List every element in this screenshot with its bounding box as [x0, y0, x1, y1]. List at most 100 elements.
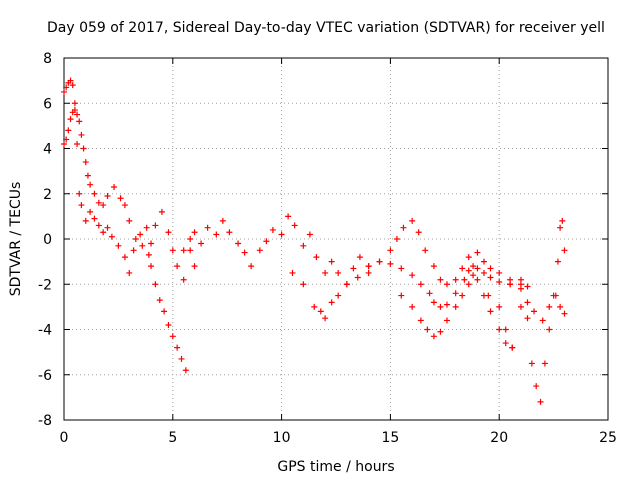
data-point	[121, 254, 128, 261]
data-point	[465, 254, 472, 261]
data-point	[430, 299, 437, 306]
data-point	[328, 258, 335, 265]
data-point	[443, 301, 450, 308]
data-point	[496, 269, 503, 276]
data-point	[180, 247, 187, 254]
data-point	[437, 303, 444, 310]
data-point	[174, 344, 181, 351]
x-tick-label: 25	[599, 430, 617, 446]
data-point	[313, 254, 320, 261]
data-point	[158, 208, 165, 215]
data-point	[74, 111, 81, 118]
x-tick-label: 15	[381, 430, 399, 446]
data-point	[126, 269, 133, 276]
y-tick-label: -6	[38, 368, 52, 384]
data-point	[554, 258, 561, 265]
x-tick-label: 5	[168, 430, 177, 446]
data-point	[487, 308, 494, 315]
data-point	[84, 172, 91, 179]
data-point	[152, 281, 159, 288]
data-point	[328, 299, 335, 306]
x-tick-label: 0	[60, 430, 69, 446]
data-point	[174, 263, 181, 270]
y-tick-label: 8	[43, 51, 52, 67]
data-point	[67, 116, 74, 123]
y-tick-label: 4	[43, 142, 52, 158]
data-point	[126, 217, 133, 224]
data-point	[452, 276, 459, 283]
data-point	[452, 303, 459, 310]
data-point	[443, 317, 450, 324]
data-point	[69, 82, 76, 89]
data-point	[219, 217, 226, 224]
data-point	[95, 222, 102, 229]
data-point	[213, 231, 220, 238]
data-point	[61, 140, 67, 147]
data-point	[474, 276, 481, 283]
data-point	[115, 242, 122, 249]
y-tick-label: 2	[43, 187, 52, 203]
data-point	[291, 222, 298, 229]
series-track-A	[61, 77, 198, 283]
data-point	[528, 360, 535, 367]
data-point	[152, 222, 159, 229]
data-point	[130, 247, 137, 254]
data-point	[78, 202, 85, 209]
data-point	[76, 190, 83, 197]
data-point	[465, 281, 472, 288]
data-point	[335, 292, 342, 299]
data-point	[485, 292, 492, 299]
data-point	[393, 236, 400, 242]
data-point	[552, 292, 559, 299]
data-point	[437, 276, 444, 283]
data-point	[426, 290, 433, 297]
y-tick-label: -8	[38, 413, 52, 429]
data-point	[178, 355, 185, 362]
y-tick-label: 0	[43, 232, 52, 248]
data-point	[269, 226, 276, 233]
data-point	[398, 265, 405, 272]
data-point	[487, 274, 494, 281]
data-point	[111, 183, 118, 190]
data-point	[517, 303, 524, 310]
data-point	[169, 333, 176, 340]
data-point	[507, 281, 514, 288]
data-point	[459, 265, 466, 272]
data-point	[65, 127, 72, 134]
data-point	[74, 140, 81, 147]
data-point	[376, 258, 383, 265]
series-track-G	[485, 217, 568, 405]
data-point	[537, 398, 544, 405]
data-point	[430, 263, 437, 270]
data-point	[87, 208, 94, 215]
data-point	[61, 88, 67, 95]
data-point	[470, 272, 477, 279]
data-point	[82, 159, 89, 166]
data-point	[87, 181, 94, 188]
data-point	[539, 317, 546, 324]
data-point	[465, 267, 472, 274]
x-tick-labels: 0 5 10 15 20 25	[60, 430, 617, 446]
data-point	[156, 297, 163, 304]
data-point	[80, 145, 87, 152]
data-point	[496, 278, 503, 285]
data-point	[559, 217, 566, 224]
data-point	[148, 263, 155, 270]
data-point	[496, 303, 503, 310]
data-point	[143, 224, 150, 231]
data-point	[422, 247, 429, 254]
data-point	[502, 326, 509, 333]
data-point	[474, 249, 481, 256]
data-point	[71, 100, 78, 107]
y-tick-label: -2	[38, 277, 52, 293]
series-track-D	[289, 217, 524, 322]
data-point	[137, 231, 144, 238]
data-point	[145, 251, 152, 258]
data-point	[100, 202, 107, 209]
data-point	[95, 199, 102, 206]
data-point	[443, 281, 450, 288]
data-point	[322, 269, 329, 276]
x-tick-label: 10	[273, 430, 291, 446]
data-point	[117, 195, 124, 202]
